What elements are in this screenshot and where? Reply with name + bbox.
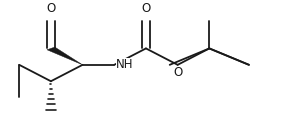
Text: NH: NH xyxy=(116,58,133,71)
Text: O: O xyxy=(141,2,151,15)
Text: O: O xyxy=(173,66,182,79)
Polygon shape xyxy=(47,47,83,65)
Text: O: O xyxy=(46,2,56,15)
